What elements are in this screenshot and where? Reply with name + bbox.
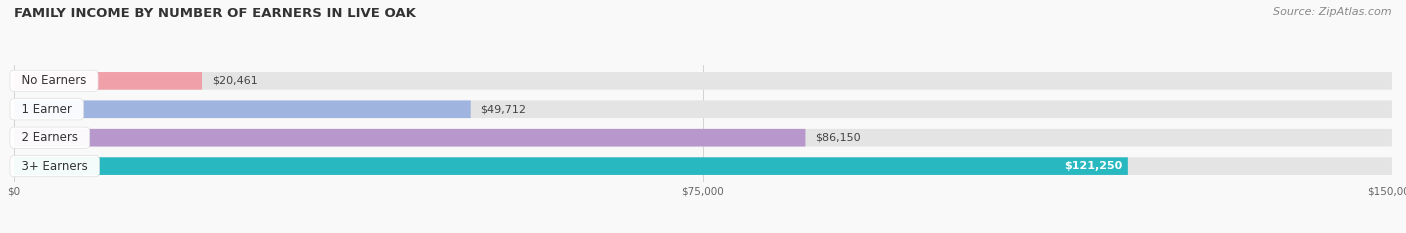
FancyBboxPatch shape <box>14 157 1392 175</box>
Text: 3+ Earners: 3+ Earners <box>14 160 96 173</box>
Text: No Earners: No Earners <box>14 74 94 87</box>
Text: 1 Earner: 1 Earner <box>14 103 79 116</box>
FancyBboxPatch shape <box>14 129 806 147</box>
Text: $20,461: $20,461 <box>212 76 257 86</box>
FancyBboxPatch shape <box>14 129 1392 147</box>
FancyBboxPatch shape <box>14 72 1392 90</box>
Text: $121,250: $121,250 <box>1064 161 1122 171</box>
Text: $86,150: $86,150 <box>815 133 860 143</box>
Text: 2 Earners: 2 Earners <box>14 131 86 144</box>
FancyBboxPatch shape <box>14 72 202 90</box>
Text: FAMILY INCOME BY NUMBER OF EARNERS IN LIVE OAK: FAMILY INCOME BY NUMBER OF EARNERS IN LI… <box>14 7 416 20</box>
Text: $49,712: $49,712 <box>481 104 526 114</box>
Text: Source: ZipAtlas.com: Source: ZipAtlas.com <box>1274 7 1392 17</box>
FancyBboxPatch shape <box>14 100 471 118</box>
FancyBboxPatch shape <box>14 157 1128 175</box>
FancyBboxPatch shape <box>14 100 1392 118</box>
